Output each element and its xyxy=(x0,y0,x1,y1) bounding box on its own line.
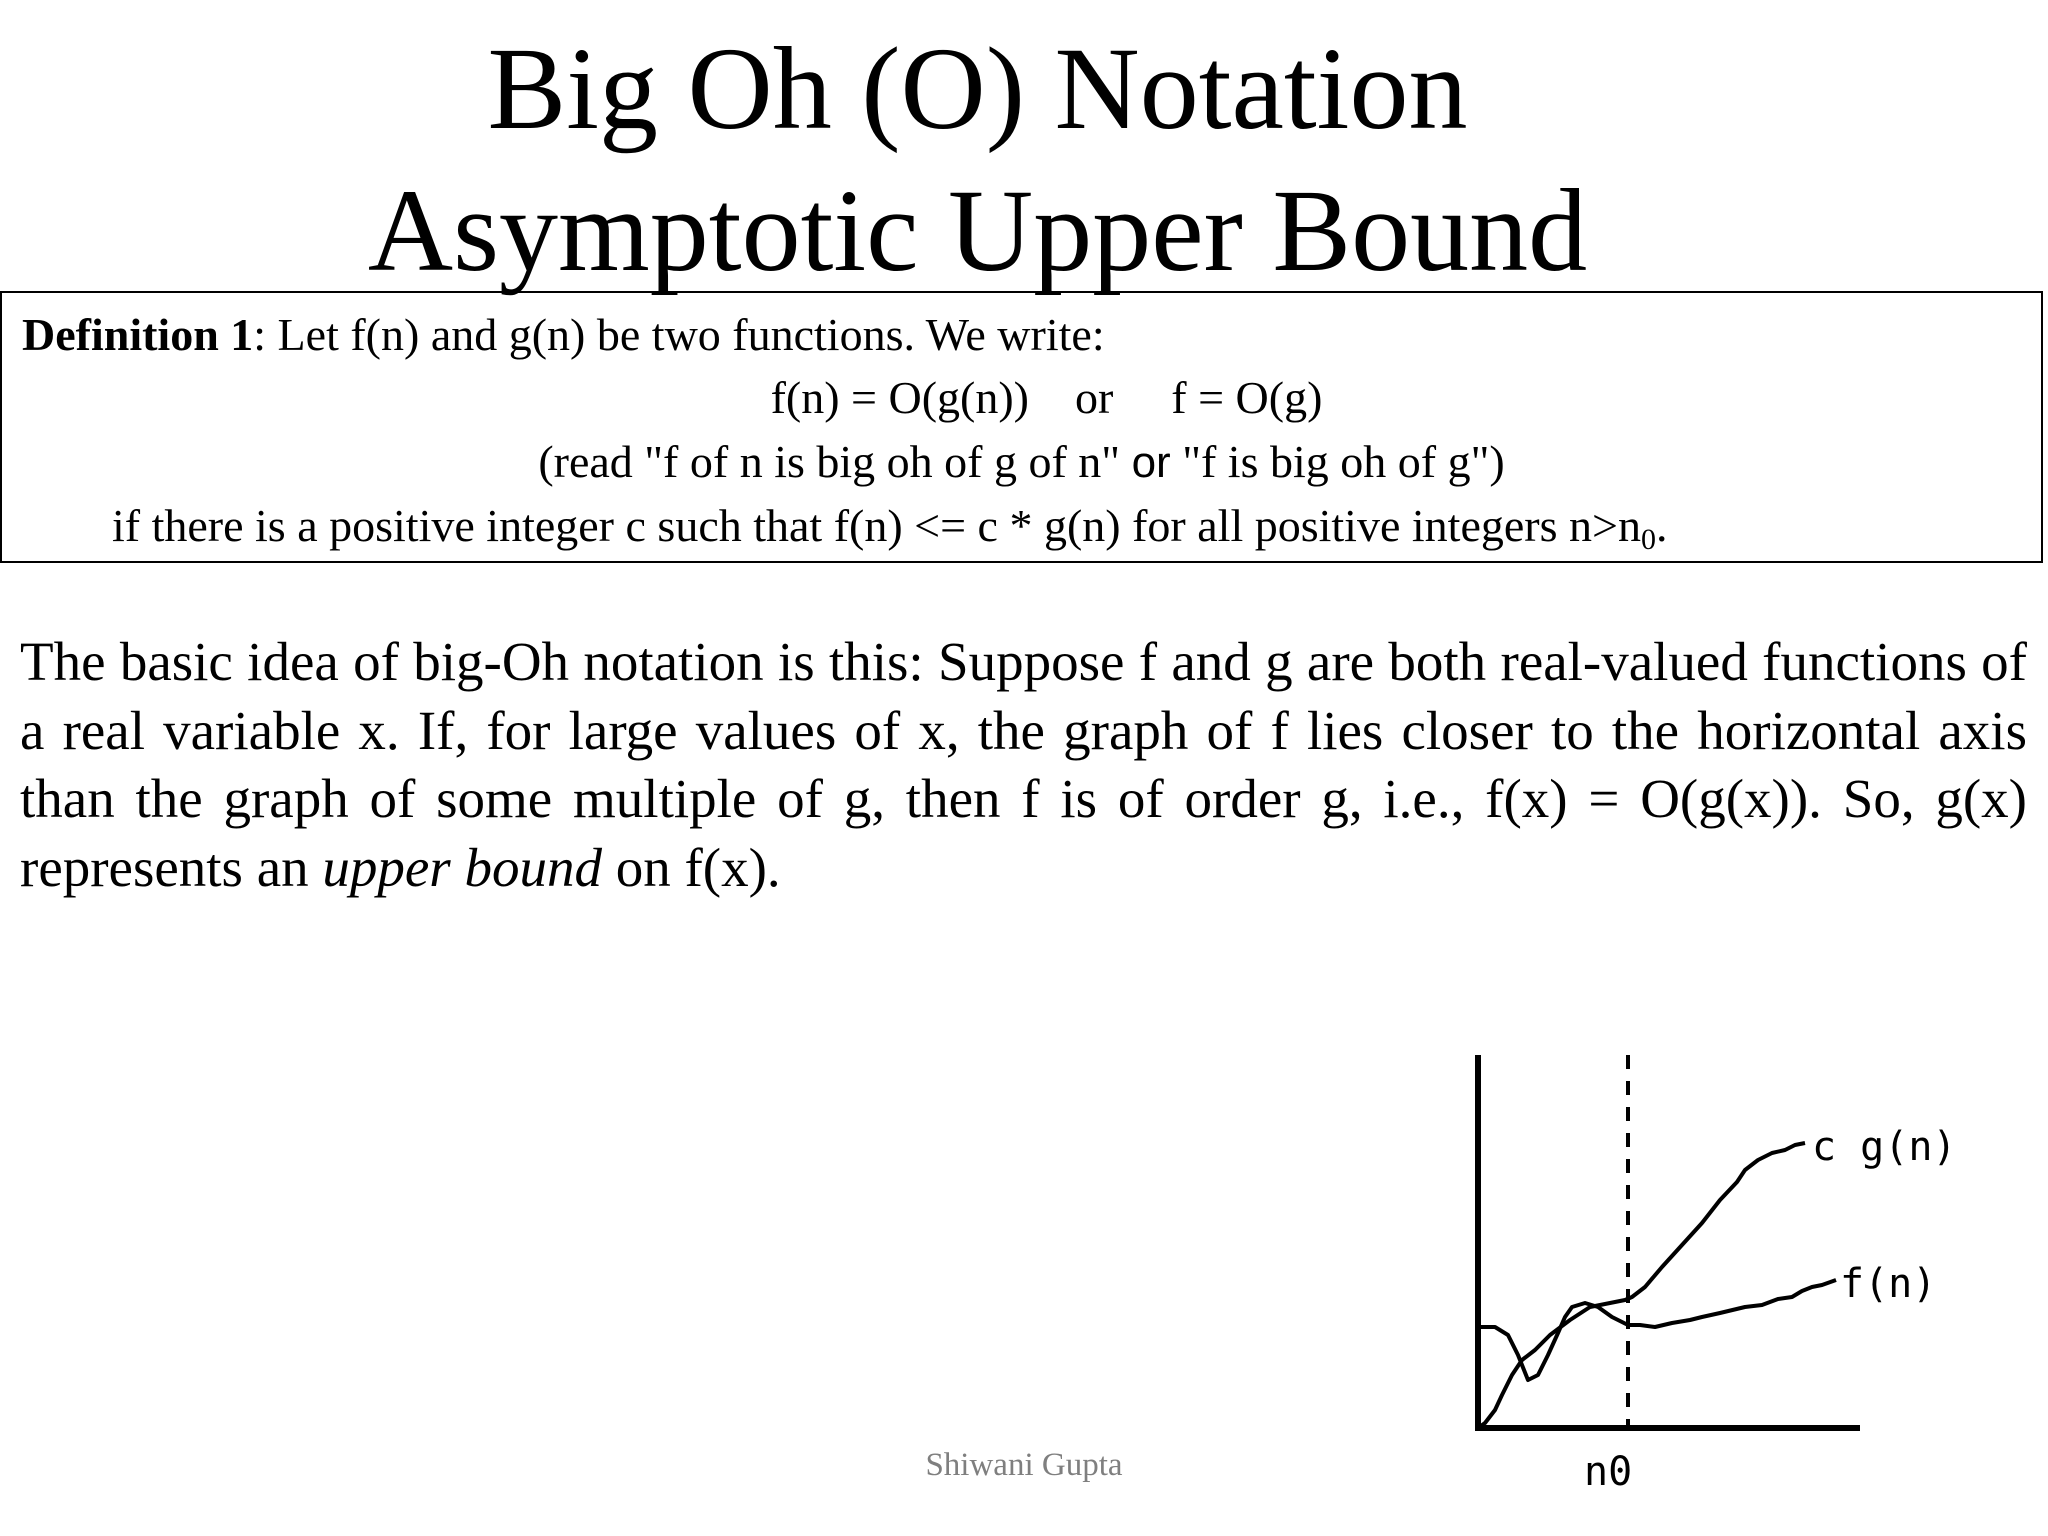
cg-curve xyxy=(1476,1141,1806,1430)
formula-left: f(n) = O(g(n)) xyxy=(770,372,1029,423)
cg-curve-label: c g(n) xyxy=(1812,1124,1957,1170)
f-curve xyxy=(1478,1278,1837,1382)
formula-right: f = O(g) xyxy=(1171,372,1323,423)
condition-subscript: 0 xyxy=(1640,523,1656,556)
slide-title-line-2: Asymptotic Upper Bound xyxy=(367,165,1588,296)
paragraph-text: The basic idea of big-Oh notation is thi… xyxy=(20,631,2027,898)
big-oh-graph: c g(n) f(n) n0 xyxy=(1475,1055,1957,1495)
definition-intro-line: Definition 1: Let f(n) and g(n) be two f… xyxy=(22,312,1105,358)
paragraph-italic: upper bound xyxy=(322,836,602,898)
explanation-paragraph: The basic idea of big-Oh notation is thi… xyxy=(20,628,2027,902)
paragraph-text-end: on f(x). xyxy=(601,836,781,898)
reading-part-1: (read "f of n is big oh of g of n" xyxy=(538,436,1132,487)
footer-author: Shiwani Gupta xyxy=(925,1447,1123,1483)
definition-intro: : Let f(n) and g(n) be two functions. We… xyxy=(253,309,1105,360)
slide-title-line-1: Big Oh (O) Notation xyxy=(487,23,1468,154)
definition-box: Definition 1: Let f(n) and g(n) be two f… xyxy=(0,291,2043,563)
definition-reading-line: (read "f of n is big oh of g of n" or "f… xyxy=(2,439,2041,485)
condition-end: . xyxy=(1655,500,1668,551)
reading-or: or xyxy=(1131,438,1171,487)
definition-label: Definition 1 xyxy=(22,309,254,360)
definition-formula-line: f(n) = O(g(n)) or f = O(g) xyxy=(2,375,2041,421)
formula-or: or xyxy=(1074,372,1114,423)
definition-condition-line: if there is a positive integer c such th… xyxy=(112,500,1668,555)
condition-text: if there is a positive integer c such th… xyxy=(112,500,1641,551)
n0-label: n0 xyxy=(1584,1449,1632,1495)
f-curve-label: f(n) xyxy=(1840,1261,1936,1307)
reading-part-2: "f is big oh of g") xyxy=(1170,436,1505,487)
